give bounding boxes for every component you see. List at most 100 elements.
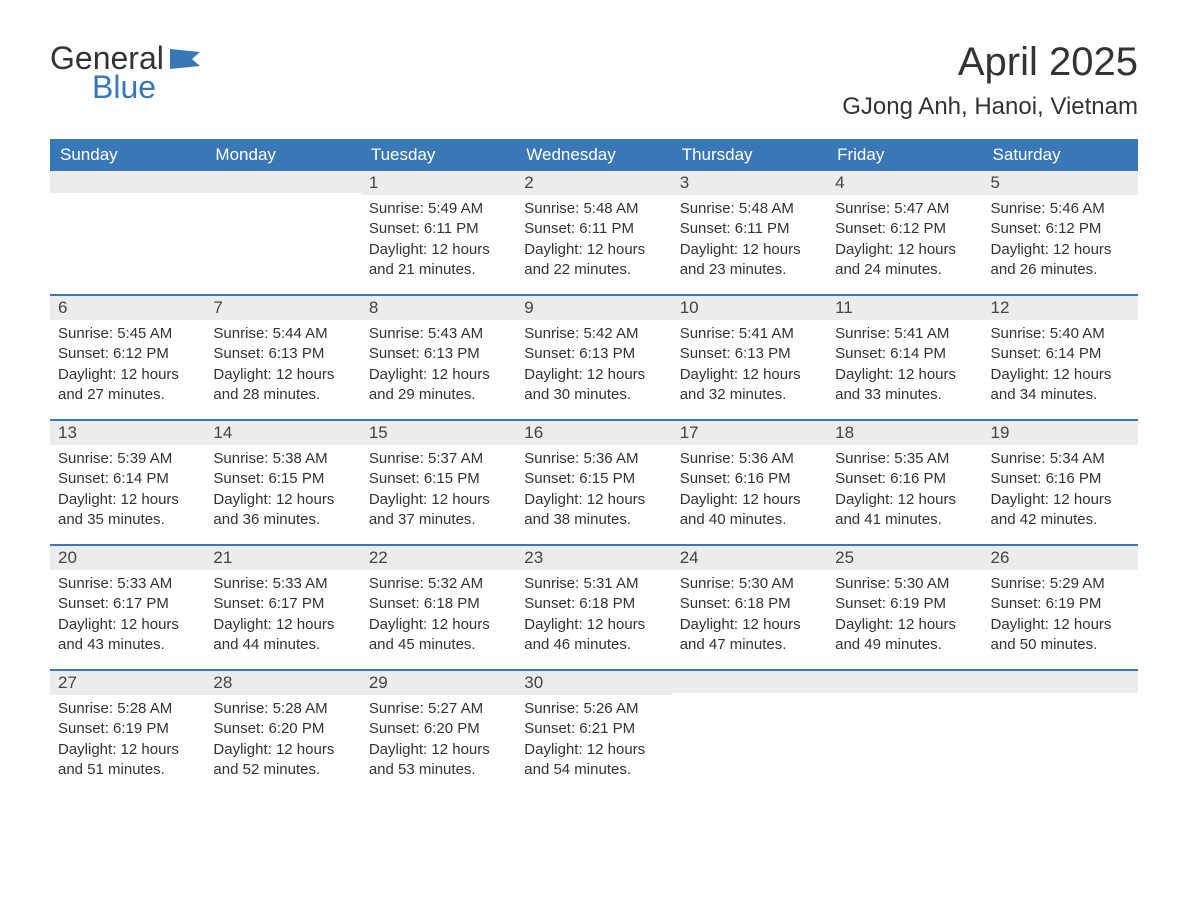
sunrise-text: Sunrise: 5:38 AM bbox=[213, 449, 352, 469]
daylight-text: Daylight: 12 hours and 30 minutes. bbox=[524, 365, 663, 406]
day-number bbox=[827, 671, 982, 693]
day-body: Sunrise: 5:42 AMSunset: 6:13 PMDaylight:… bbox=[516, 320, 671, 405]
sunset-text: Sunset: 6:17 PM bbox=[213, 594, 352, 614]
sunrise-text: Sunrise: 5:29 AM bbox=[991, 574, 1130, 594]
calendar-day-cell: 26Sunrise: 5:29 AMSunset: 6:19 PMDayligh… bbox=[983, 546, 1138, 669]
sunrise-text: Sunrise: 5:28 AM bbox=[213, 699, 352, 719]
day-number: 8 bbox=[361, 296, 516, 320]
sunrise-text: Sunrise: 5:36 AM bbox=[680, 449, 819, 469]
day-body: Sunrise: 5:41 AMSunset: 6:13 PMDaylight:… bbox=[672, 320, 827, 405]
daylight-text: Daylight: 12 hours and 23 minutes. bbox=[680, 240, 819, 281]
day-body: Sunrise: 5:43 AMSunset: 6:13 PMDaylight:… bbox=[361, 320, 516, 405]
calendar-day-cell: 7Sunrise: 5:44 AMSunset: 6:13 PMDaylight… bbox=[205, 296, 360, 419]
calendar-day-cell: 8Sunrise: 5:43 AMSunset: 6:13 PMDaylight… bbox=[361, 296, 516, 419]
sunrise-text: Sunrise: 5:27 AM bbox=[369, 699, 508, 719]
sunrise-text: Sunrise: 5:37 AM bbox=[369, 449, 508, 469]
daylight-text: Daylight: 12 hours and 38 minutes. bbox=[524, 490, 663, 531]
flag-icon bbox=[170, 49, 200, 69]
sunset-text: Sunset: 6:13 PM bbox=[369, 344, 508, 364]
day-body: Sunrise: 5:36 AMSunset: 6:15 PMDaylight:… bbox=[516, 445, 671, 530]
calendar-week-row: 1Sunrise: 5:49 AMSunset: 6:11 PMDaylight… bbox=[50, 171, 1138, 294]
location-subtitle: GJong Anh, Hanoi, Vietnam bbox=[842, 93, 1138, 121]
day-number: 23 bbox=[516, 546, 671, 570]
sunrise-text: Sunrise: 5:30 AM bbox=[835, 574, 974, 594]
calendar-day-cell: 25Sunrise: 5:30 AMSunset: 6:19 PMDayligh… bbox=[827, 546, 982, 669]
sunset-text: Sunset: 6:14 PM bbox=[835, 344, 974, 364]
day-body: Sunrise: 5:49 AMSunset: 6:11 PMDaylight:… bbox=[361, 195, 516, 280]
day-number: 6 bbox=[50, 296, 205, 320]
daylight-text: Daylight: 12 hours and 35 minutes. bbox=[58, 490, 197, 531]
sunrise-text: Sunrise: 5:43 AM bbox=[369, 324, 508, 344]
day-number bbox=[50, 171, 205, 193]
daylight-text: Daylight: 12 hours and 54 minutes. bbox=[524, 740, 663, 781]
daylight-text: Daylight: 12 hours and 36 minutes. bbox=[213, 490, 352, 531]
sunset-text: Sunset: 6:17 PM bbox=[58, 594, 197, 614]
calendar-day-cell: 16Sunrise: 5:36 AMSunset: 6:15 PMDayligh… bbox=[516, 421, 671, 544]
daylight-text: Daylight: 12 hours and 51 minutes. bbox=[58, 740, 197, 781]
sunset-text: Sunset: 6:11 PM bbox=[369, 219, 508, 239]
day-number: 9 bbox=[516, 296, 671, 320]
logo-word-2: Blue bbox=[92, 69, 156, 106]
day-body: Sunrise: 5:38 AMSunset: 6:15 PMDaylight:… bbox=[205, 445, 360, 530]
sunrise-text: Sunrise: 5:40 AM bbox=[991, 324, 1130, 344]
daylight-text: Daylight: 12 hours and 46 minutes. bbox=[524, 615, 663, 656]
day-body: Sunrise: 5:27 AMSunset: 6:20 PMDaylight:… bbox=[361, 695, 516, 780]
calendar: Sunday Monday Tuesday Wednesday Thursday… bbox=[50, 139, 1138, 794]
sunrise-text: Sunrise: 5:39 AM bbox=[58, 449, 197, 469]
sunset-text: Sunset: 6:11 PM bbox=[680, 219, 819, 239]
day-number: 12 bbox=[983, 296, 1138, 320]
title-block: April 2025 GJong Anh, Hanoi, Vietnam bbox=[842, 40, 1138, 121]
sunrise-text: Sunrise: 5:30 AM bbox=[680, 574, 819, 594]
calendar-day-cell: 5Sunrise: 5:46 AMSunset: 6:12 PMDaylight… bbox=[983, 171, 1138, 294]
sunset-text: Sunset: 6:18 PM bbox=[524, 594, 663, 614]
daylight-text: Daylight: 12 hours and 42 minutes. bbox=[991, 490, 1130, 531]
day-body: Sunrise: 5:33 AMSunset: 6:17 PMDaylight:… bbox=[50, 570, 205, 655]
page-header: General Blue April 2025 GJong Anh, Hanoi… bbox=[50, 40, 1138, 121]
daylight-text: Daylight: 12 hours and 45 minutes. bbox=[369, 615, 508, 656]
weekday-header: Friday bbox=[827, 139, 982, 171]
daylight-text: Daylight: 12 hours and 28 minutes. bbox=[213, 365, 352, 406]
sunrise-text: Sunrise: 5:32 AM bbox=[369, 574, 508, 594]
day-number: 24 bbox=[672, 546, 827, 570]
daylight-text: Daylight: 12 hours and 24 minutes. bbox=[835, 240, 974, 281]
day-body: Sunrise: 5:36 AMSunset: 6:16 PMDaylight:… bbox=[672, 445, 827, 530]
calendar-day-cell: 14Sunrise: 5:38 AMSunset: 6:15 PMDayligh… bbox=[205, 421, 360, 544]
calendar-day-cell: 13Sunrise: 5:39 AMSunset: 6:14 PMDayligh… bbox=[50, 421, 205, 544]
day-number: 13 bbox=[50, 421, 205, 445]
sunrise-text: Sunrise: 5:45 AM bbox=[58, 324, 197, 344]
calendar-day-cell: 17Sunrise: 5:36 AMSunset: 6:16 PMDayligh… bbox=[672, 421, 827, 544]
sunset-text: Sunset: 6:15 PM bbox=[369, 469, 508, 489]
daylight-text: Daylight: 12 hours and 34 minutes. bbox=[991, 365, 1130, 406]
day-body: Sunrise: 5:31 AMSunset: 6:18 PMDaylight:… bbox=[516, 570, 671, 655]
sunset-text: Sunset: 6:16 PM bbox=[680, 469, 819, 489]
daylight-text: Daylight: 12 hours and 53 minutes. bbox=[369, 740, 508, 781]
day-body: Sunrise: 5:33 AMSunset: 6:17 PMDaylight:… bbox=[205, 570, 360, 655]
daylight-text: Daylight: 12 hours and 49 minutes. bbox=[835, 615, 974, 656]
day-number: 5 bbox=[983, 171, 1138, 195]
calendar-day-cell: 20Sunrise: 5:33 AMSunset: 6:17 PMDayligh… bbox=[50, 546, 205, 669]
day-number: 1 bbox=[361, 171, 516, 195]
day-body: Sunrise: 5:41 AMSunset: 6:14 PMDaylight:… bbox=[827, 320, 982, 405]
day-body: Sunrise: 5:40 AMSunset: 6:14 PMDaylight:… bbox=[983, 320, 1138, 405]
sunset-text: Sunset: 6:11 PM bbox=[524, 219, 663, 239]
daylight-text: Daylight: 12 hours and 26 minutes. bbox=[991, 240, 1130, 281]
day-number: 27 bbox=[50, 671, 205, 695]
sunrise-text: Sunrise: 5:35 AM bbox=[835, 449, 974, 469]
day-body: Sunrise: 5:48 AMSunset: 6:11 PMDaylight:… bbox=[516, 195, 671, 280]
day-number: 4 bbox=[827, 171, 982, 195]
day-body: Sunrise: 5:34 AMSunset: 6:16 PMDaylight:… bbox=[983, 445, 1138, 530]
day-number: 14 bbox=[205, 421, 360, 445]
sunrise-text: Sunrise: 5:42 AM bbox=[524, 324, 663, 344]
logo: General Blue bbox=[50, 40, 200, 106]
calendar-day-cell: 11Sunrise: 5:41 AMSunset: 6:14 PMDayligh… bbox=[827, 296, 982, 419]
calendar-day-cell: 3Sunrise: 5:48 AMSunset: 6:11 PMDaylight… bbox=[672, 171, 827, 294]
day-body bbox=[672, 693, 827, 697]
day-body: Sunrise: 5:30 AMSunset: 6:19 PMDaylight:… bbox=[827, 570, 982, 655]
sunset-text: Sunset: 6:12 PM bbox=[58, 344, 197, 364]
day-body bbox=[50, 193, 205, 197]
sunrise-text: Sunrise: 5:44 AM bbox=[213, 324, 352, 344]
calendar-day-cell: 6Sunrise: 5:45 AMSunset: 6:12 PMDaylight… bbox=[50, 296, 205, 419]
day-body: Sunrise: 5:37 AMSunset: 6:15 PMDaylight:… bbox=[361, 445, 516, 530]
weekday-header: Sunday bbox=[50, 139, 205, 171]
day-body: Sunrise: 5:35 AMSunset: 6:16 PMDaylight:… bbox=[827, 445, 982, 530]
